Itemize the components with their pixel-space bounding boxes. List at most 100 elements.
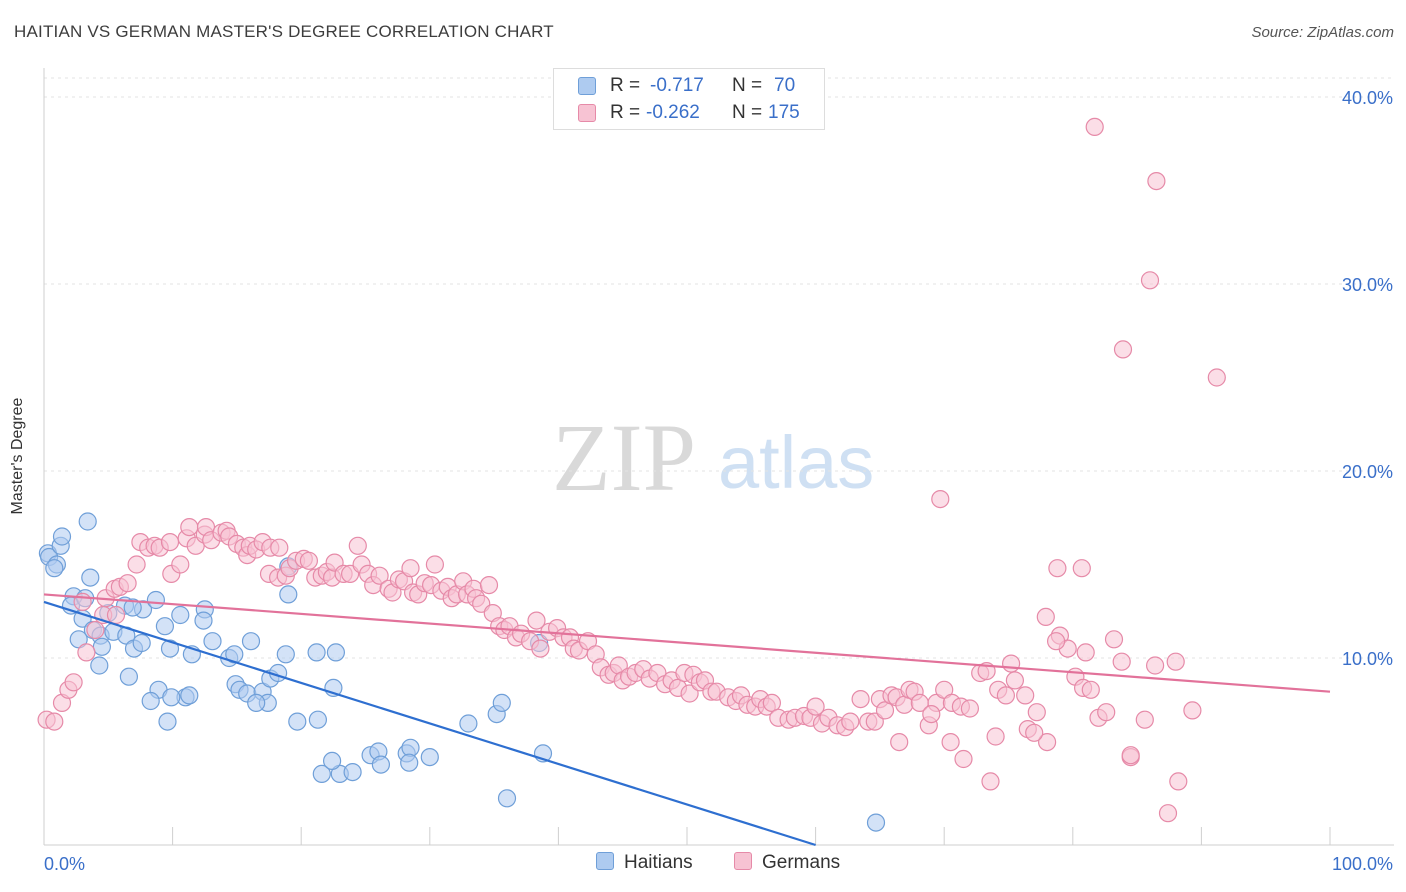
x-tick-label-max: 100.0% bbox=[1332, 854, 1393, 874]
data-point-germans bbox=[401, 559, 420, 578]
trend-line-germans bbox=[43, 593, 1331, 693]
series-legend: Haitians Germans bbox=[0, 852, 1406, 878]
legend-n-label: N = bbox=[732, 102, 763, 123]
legend-n-value: 70 bbox=[774, 75, 796, 96]
data-point-haitians bbox=[343, 762, 362, 782]
trend-line-haitians bbox=[43, 600, 816, 847]
data-point-germans bbox=[118, 574, 137, 593]
data-point-haitians bbox=[146, 590, 165, 610]
data-point-haitians bbox=[52, 527, 72, 546]
data-point-germans bbox=[45, 712, 64, 731]
watermark: ZIP atlas bbox=[552, 404, 874, 511]
data-point-germans bbox=[425, 555, 444, 574]
watermark-zip: ZIP bbox=[552, 404, 696, 511]
data-point-haitians bbox=[400, 753, 419, 772]
data-point-haitians bbox=[247, 693, 266, 713]
correlation-legend: R = -0.717 N = 70 R = -0.262 N = 175 bbox=[553, 68, 825, 130]
data-point-germans bbox=[1104, 630, 1124, 649]
data-point-germans bbox=[1085, 117, 1104, 137]
data-point-haitians bbox=[492, 693, 511, 713]
legend-swatch-germans bbox=[734, 852, 752, 870]
data-point-haitians bbox=[81, 568, 100, 587]
legend-r-value: -0.262 bbox=[646, 102, 700, 123]
data-point-germans bbox=[1048, 559, 1067, 578]
watermark-atlas: atlas bbox=[718, 421, 874, 504]
legend-n-value: 175 bbox=[768, 102, 800, 123]
data-point-germans bbox=[1097, 703, 1116, 722]
legend-label-haitians: Haitians bbox=[624, 852, 693, 873]
data-point-haitians bbox=[323, 751, 342, 771]
data-point-haitians bbox=[276, 645, 295, 664]
chart-title: HAITIAN VS GERMAN MASTER'S DEGREE CORREL… bbox=[14, 22, 554, 41]
data-point-germans bbox=[527, 611, 546, 630]
data-point-germans bbox=[1121, 746, 1140, 765]
data-point-haitians bbox=[132, 633, 151, 653]
x-tick-label-min: 0.0% bbox=[44, 854, 85, 874]
data-point-germans bbox=[1166, 652, 1185, 671]
data-point-haitians bbox=[420, 747, 439, 767]
data-point-germans bbox=[370, 566, 389, 585]
series-haitians bbox=[38, 512, 886, 832]
data-point-germans bbox=[1135, 710, 1154, 729]
data-point-germans bbox=[531, 639, 550, 658]
data-point-haitians bbox=[308, 710, 327, 729]
data-point-germans bbox=[64, 673, 83, 692]
data-point-germans bbox=[1076, 643, 1095, 662]
data-point-germans bbox=[1169, 772, 1188, 791]
y-tick-label: 40.0% bbox=[1342, 88, 1393, 108]
data-point-haitians bbox=[162, 688, 181, 707]
gridlines bbox=[44, 77, 1394, 659]
data-point-haitians bbox=[78, 512, 97, 531]
data-point-germans bbox=[986, 727, 1005, 746]
data-point-haitians bbox=[160, 639, 180, 658]
data-point-germans bbox=[1072, 559, 1091, 578]
data-point-haitians bbox=[158, 712, 177, 731]
legend-n-label: N = bbox=[732, 75, 763, 96]
data-point-germans bbox=[127, 555, 146, 574]
data-point-germans bbox=[1081, 680, 1100, 699]
data-point-germans bbox=[806, 697, 825, 716]
data-point-haitians bbox=[180, 686, 199, 705]
data-point-germans bbox=[1025, 723, 1044, 742]
data-point-haitians bbox=[312, 764, 331, 784]
data-point-germans bbox=[851, 689, 870, 709]
data-point-germans bbox=[86, 620, 105, 640]
tick-labels: 10.0% 20.0% 30.0% 40.0% 0.0% 100.0% bbox=[44, 88, 1393, 874]
data-point-haitians bbox=[155, 617, 174, 636]
source-label: Source: ZipAtlas.com bbox=[1251, 24, 1394, 41]
data-point-germans bbox=[106, 605, 126, 625]
data-point-germans bbox=[922, 704, 941, 724]
legend-item-haitians: Haitians bbox=[596, 852, 693, 874]
legend-r-value: -0.717 bbox=[650, 75, 704, 96]
data-point-germans bbox=[931, 490, 950, 509]
legend-swatch-haitians bbox=[578, 77, 596, 95]
data-point-germans bbox=[1001, 654, 1021, 673]
data-point-germans bbox=[180, 517, 199, 537]
data-point-haitians bbox=[241, 632, 261, 651]
legend-swatch-germans bbox=[578, 104, 596, 122]
data-point-germans bbox=[1207, 368, 1226, 387]
data-point-germans bbox=[890, 732, 909, 752]
data-point-germans bbox=[941, 732, 960, 752]
data-point-haitians bbox=[497, 789, 517, 808]
series-germans bbox=[37, 117, 1226, 823]
data-point-germans bbox=[954, 749, 973, 769]
data-point-germans bbox=[1140, 271, 1160, 290]
y-tick-label: 10.0% bbox=[1342, 649, 1393, 669]
data-point-germans bbox=[1037, 732, 1057, 752]
data-point-haitians bbox=[279, 585, 298, 604]
legend-item-germans: Germans bbox=[734, 852, 840, 874]
data-point-germans bbox=[1046, 632, 1066, 651]
data-point-haitians bbox=[203, 632, 222, 651]
data-point-germans bbox=[171, 555, 190, 574]
data-point-germans bbox=[1036, 607, 1055, 627]
data-point-germans bbox=[1016, 686, 1035, 705]
data-point-germans bbox=[1027, 703, 1046, 722]
data-point-germans bbox=[348, 536, 367, 555]
data-point-germans bbox=[77, 643, 96, 662]
data-point-haitians bbox=[141, 691, 160, 711]
data-point-germans bbox=[1147, 172, 1166, 191]
data-point-germans bbox=[1113, 340, 1133, 359]
data-point-germans bbox=[1005, 671, 1025, 690]
